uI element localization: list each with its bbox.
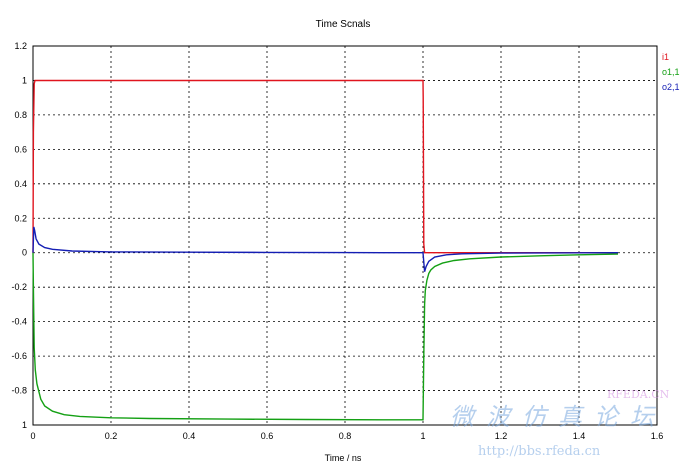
series: [32, 79, 619, 421]
y-tick-label: 1.2: [14, 41, 27, 51]
y-tick-label: -0.8: [11, 386, 27, 396]
watermark-title: 微波仿真论坛: [450, 403, 666, 431]
y-tick-label: 0.8: [14, 110, 27, 120]
x-tick-label: 1.2: [495, 431, 508, 441]
x-tick-label: 1.4: [573, 431, 586, 441]
x-tick-label: 1.6: [651, 431, 664, 441]
chart-title: Time Scnals: [316, 19, 371, 30]
series-line-o1-1: [32, 252, 619, 421]
x-axis: 0 0.2 0.4 0.6 0.8 1 1.2 1.4 1.6: [30, 431, 663, 441]
x-tick-label: 1: [420, 431, 425, 441]
y-tick-label: 1: [22, 420, 27, 430]
y-tick-label: 0.2: [14, 213, 27, 223]
y-tick-label: 0.4: [14, 179, 27, 189]
series-line-i1: [32, 79, 618, 254]
legend-entry: i1: [662, 52, 669, 62]
grid: [33, 46, 657, 425]
y-tick-label: 1: [22, 75, 27, 85]
y-tick-label: 0.6: [14, 144, 27, 154]
x-axis-label: Time / ns: [325, 453, 362, 463]
x-tick-label: 0: [30, 431, 35, 441]
y-axis: 1.2 1 0.8 0.6 0.4 0.2 0 -0.2 -0.4 -0.6 -0.8 1: [11, 41, 27, 430]
x-tick-label: 0.6: [261, 431, 274, 441]
series-line-o2-1: [32, 226, 619, 272]
y-tick-label: -0.6: [11, 351, 27, 361]
x-tick-label: 0.8: [339, 431, 352, 441]
y-tick-label: -0.4: [11, 317, 27, 327]
y-tick-label: -0.2: [11, 282, 27, 292]
legend-entry: o1,1: [662, 67, 680, 77]
legend: i1 o1,1 o2,1: [662, 52, 680, 92]
x-tick-label: 0.2: [105, 431, 118, 441]
y-tick-label: 0: [22, 248, 27, 258]
watermark-logo: RFEDA.CN: [607, 388, 670, 401]
x-tick-label: 0.4: [183, 431, 196, 441]
watermark-url: http://bbs.rfeda.cn: [478, 444, 601, 459]
legend-entry: o2,1: [662, 82, 680, 92]
watermark: RFEDA.CN 微波仿真论坛 http://bbs.rfeda.cn: [450, 388, 670, 459]
